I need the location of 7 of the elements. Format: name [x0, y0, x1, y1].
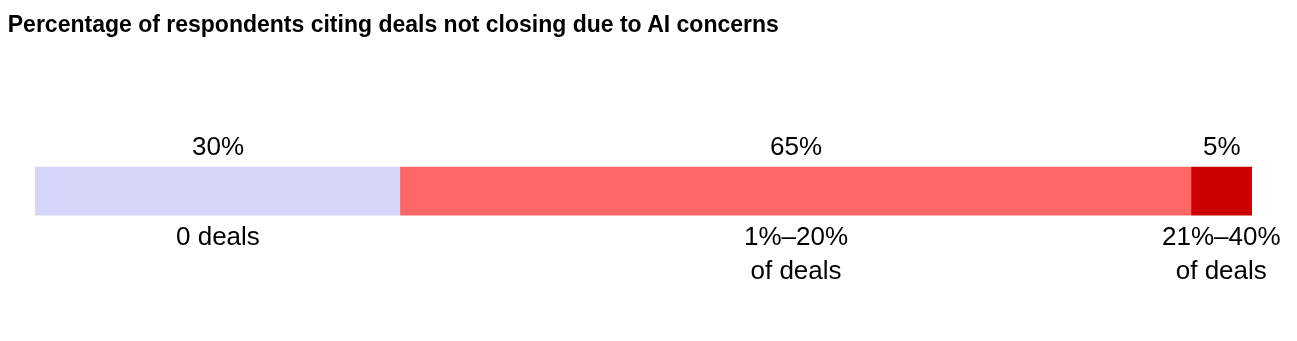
- series-label: 21%–40% of deals: [1162, 221, 1281, 285]
- data-label: 5%: [1203, 131, 1241, 161]
- data-label: 30%: [192, 131, 245, 161]
- data-label: 65%: [770, 131, 823, 161]
- series-label: 0 deals: [176, 221, 260, 251]
- series-label: 1%–20% of deals: [744, 221, 849, 285]
- chart-title: Percentage of respondents citing deals not closing due to AI concerns: [7, 10, 779, 37]
